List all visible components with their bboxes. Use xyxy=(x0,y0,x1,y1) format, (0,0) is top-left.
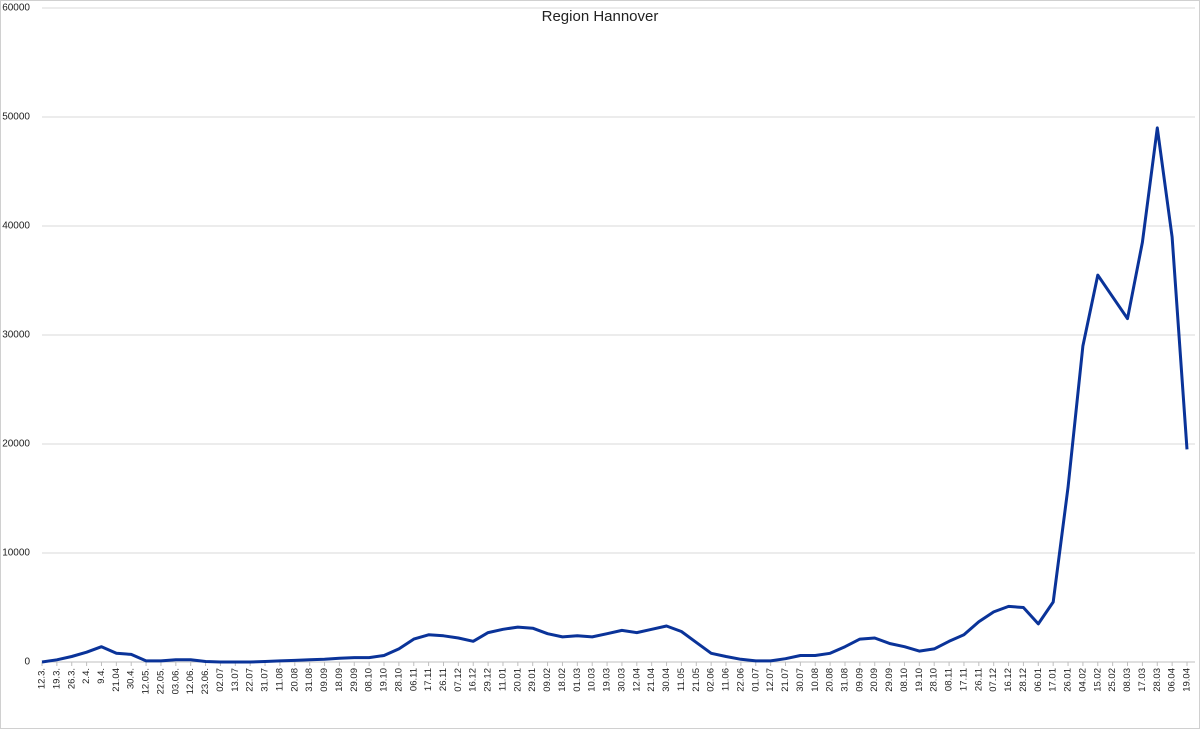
x-tick-label: 17.11 xyxy=(423,668,434,691)
chart-title: Region Hannover xyxy=(542,8,659,25)
x-tick-label: 19.10 xyxy=(914,668,925,692)
x-tick-label: 28.10 xyxy=(393,668,404,692)
x-tick-label: 20.01 xyxy=(512,668,523,692)
x-tick-label: 08.10 xyxy=(364,668,375,692)
x-tick-label: 29.09 xyxy=(349,668,360,692)
x-tick-label: 30.03 xyxy=(616,668,627,692)
x-tick-label: 22.07 xyxy=(245,668,256,692)
x-tick-label: 20.09 xyxy=(869,668,880,692)
x-tick-label: 01.07 xyxy=(750,668,761,692)
x-tick-label: 11.01 xyxy=(497,668,508,691)
x-tick-label: 13.07 xyxy=(230,668,241,692)
y-tick-label: 50000 xyxy=(2,112,30,123)
y-tick-label: 10000 xyxy=(2,548,30,559)
x-tick-label: 26.01 xyxy=(1063,668,1074,692)
x-tick-label: 20.08 xyxy=(289,668,300,692)
x-tick-label: 11.08 xyxy=(274,668,285,691)
x-tick-label: 26.11 xyxy=(438,668,449,691)
x-tick-label: 06.04 xyxy=(1167,668,1178,692)
x-tick-label: 9.4. xyxy=(96,668,107,684)
x-tick-label: 12.06. xyxy=(185,668,196,694)
x-tick-label: 09.02 xyxy=(542,668,553,692)
x-tick-label: 12.05. xyxy=(141,668,152,694)
x-tick-label: 17.03 xyxy=(1137,668,1148,692)
x-tick-label: 11.06 xyxy=(721,668,732,691)
x-tick-label: 2.4. xyxy=(81,668,92,684)
x-tick-label: 11.05 xyxy=(676,668,687,691)
x-tick-label: 06.11 xyxy=(408,668,419,691)
x-tick-label: 31.08 xyxy=(840,668,851,692)
x-tick-label: 31.07 xyxy=(260,668,271,692)
y-tick-label: 30000 xyxy=(2,330,30,341)
x-tick-label: 30.4. xyxy=(126,668,137,689)
y-tick-label: 40000 xyxy=(2,221,30,232)
x-tick-label: 10.03 xyxy=(587,668,598,692)
y-tick-label: 0 xyxy=(24,657,30,668)
x-tick-label: 19.03 xyxy=(602,668,613,692)
x-tick-label: 01.03 xyxy=(572,668,583,692)
x-tick-label: 16.12 xyxy=(1003,668,1014,692)
x-tick-label: 08.10 xyxy=(899,668,910,692)
x-tick-label: 04.02 xyxy=(1077,668,1088,692)
x-tick-label: 03.06. xyxy=(170,668,181,694)
x-tick-label: 22.05. xyxy=(155,668,166,694)
x-tick-label: 02.07 xyxy=(215,668,226,692)
x-tick-label: 29.01 xyxy=(527,668,538,692)
x-tick-label: 19.3. xyxy=(51,668,62,689)
x-tick-label: 02.06 xyxy=(706,668,717,692)
x-tick-label: 09.09 xyxy=(854,668,865,692)
x-tick-label: 09.09 xyxy=(319,668,330,692)
x-tick-label: 23.06. xyxy=(200,668,211,694)
x-tick-label: 19.10 xyxy=(379,668,390,692)
x-tick-label: 21.04 xyxy=(111,668,122,692)
x-tick-label: 25.02 xyxy=(1107,668,1118,692)
x-tick-label: 17.11 xyxy=(958,668,969,691)
x-tick-label: 26.3. xyxy=(66,668,77,689)
y-tick-label: 60000 xyxy=(2,3,30,14)
x-tick-label: 22.06 xyxy=(735,668,746,692)
y-tick-label: 20000 xyxy=(2,439,30,450)
x-tick-label: 18.02 xyxy=(557,668,568,692)
x-tick-label: 30.04 xyxy=(661,668,672,692)
x-tick-label: 21.05 xyxy=(691,668,702,692)
x-tick-label: 10.08 xyxy=(810,668,821,692)
data-line xyxy=(41,126,1189,664)
x-tick-label: 12.3. xyxy=(37,668,48,689)
x-tick-label: 21.07 xyxy=(780,668,791,692)
x-tick-label: 28.12 xyxy=(1018,668,1029,692)
x-tick-label: 15.02 xyxy=(1092,668,1103,692)
x-tick-label: 18.09 xyxy=(334,668,345,692)
x-tick-label: 29.09 xyxy=(884,668,895,692)
x-tick-label: 28.10 xyxy=(929,668,940,692)
x-tick-label: 30.07 xyxy=(795,668,806,692)
x-tick-label: 26.11 xyxy=(973,668,984,691)
x-tick-label: 12.07 xyxy=(765,668,776,692)
x-tick-label: 31.08 xyxy=(304,668,315,692)
x-tick-label: 17.01 xyxy=(1048,668,1059,692)
x-tick-label: 29.12 xyxy=(483,668,494,692)
x-tick-label: 06.01 xyxy=(1033,668,1044,692)
x-tick-label: 08.11 xyxy=(944,668,955,691)
x-tick-label: 20.08 xyxy=(825,668,836,692)
x-tick-label: 07.12 xyxy=(988,668,999,692)
x-tick-label: 12.04 xyxy=(631,668,642,692)
x-tick-label: 08.03 xyxy=(1122,668,1133,692)
x-tick-label: 16.12 xyxy=(468,668,479,692)
x-tick-label: 28.03 xyxy=(1152,668,1163,692)
x-tick-label: 21.04 xyxy=(646,668,657,692)
x-tick-label: 19.04 xyxy=(1182,668,1193,692)
x-tick-label: 07.12 xyxy=(453,668,464,692)
